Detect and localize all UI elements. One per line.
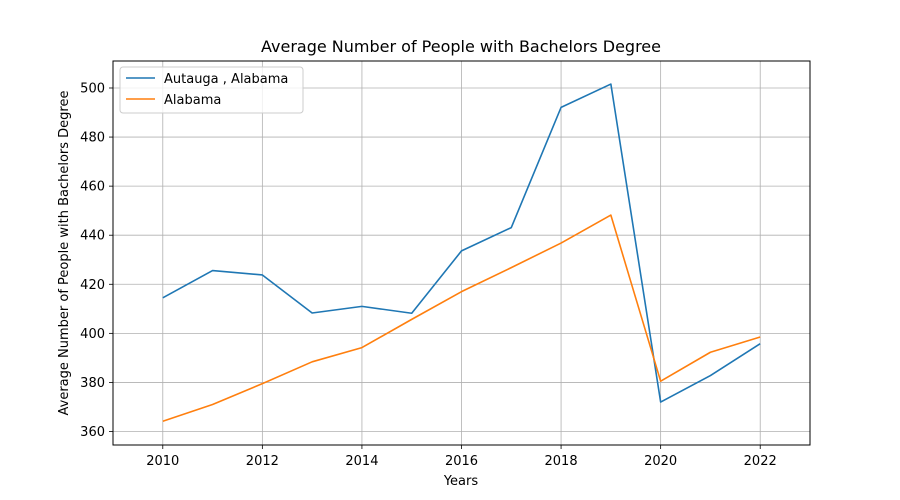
x-tick-label: 2016 [445, 454, 478, 469]
legend-label-autauga: Autauga , Alabama [164, 72, 288, 87]
grid-lines [113, 61, 810, 445]
x-tick-label: 2020 [644, 454, 677, 469]
x-tick-label: 2014 [345, 454, 378, 469]
y-tick-label: 420 [80, 278, 105, 293]
series-line-autauga-alabama [162, 83, 761, 403]
series-lines [162, 83, 761, 422]
legend-box [119, 66, 304, 114]
y-tick-label: 440 [80, 229, 105, 244]
chart-title: Average Number of People with Bachelors … [261, 37, 661, 56]
legend: Autauga , Alabama Alabama [119, 66, 304, 114]
x-tick-label: 2022 [744, 454, 777, 469]
y-tick-label: 380 [80, 376, 105, 391]
legend-label-alabama: Alabama [164, 93, 221, 108]
x-axis-label: Years [443, 474, 479, 489]
x-tick-label: 2010 [146, 454, 179, 469]
y-tick-label: 360 [80, 425, 105, 440]
y-tick-label: 480 [80, 131, 105, 146]
series-line-alabama [162, 214, 761, 422]
x-axis: 2010 2012 2014 2016 2018 2020 2022 [146, 445, 777, 469]
y-tick-label: 400 [80, 327, 105, 342]
y-axis-label: Average Number of People with Bachelors … [57, 91, 72, 416]
x-tick-label: 2012 [246, 454, 279, 469]
y-tick-label: 460 [80, 180, 105, 195]
x-tick-label: 2018 [545, 454, 578, 469]
y-tick-label: 500 [80, 81, 105, 96]
y-axis: 360 380 400 420 440 460 480 500 [80, 81, 113, 440]
